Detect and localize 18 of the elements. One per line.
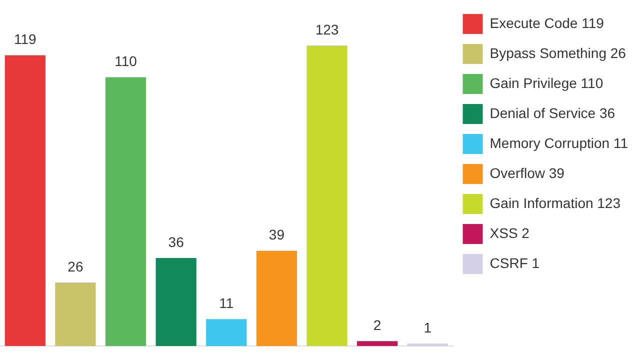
legend-label: CSRF 1: [490, 254, 540, 271]
data-label: 110: [114, 53, 138, 70]
data-label: 26: [68, 258, 84, 274]
legend-label: Denial of Service 36: [490, 104, 616, 121]
data-label: 119: [14, 31, 37, 48]
legend-label: Gain Information 123: [490, 194, 621, 211]
data-label: 39: [268, 226, 285, 243]
legend-label: Gain Privilege 110: [490, 74, 604, 91]
legend-label: XSS 2: [490, 224, 530, 241]
legend-label: Overflow 39: [490, 164, 565, 181]
legend-label: Bypass Something 26: [490, 44, 626, 61]
data-label: 1: [424, 319, 432, 336]
data-label: 36: [168, 234, 184, 250]
data-label: 123: [315, 21, 339, 38]
legend-label: Execute Code 119: [490, 14, 604, 31]
data-label: 11: [219, 294, 234, 311]
data-label: 2: [373, 316, 382, 333]
legend-label: Memory Corruption 11: [490, 134, 628, 151]
